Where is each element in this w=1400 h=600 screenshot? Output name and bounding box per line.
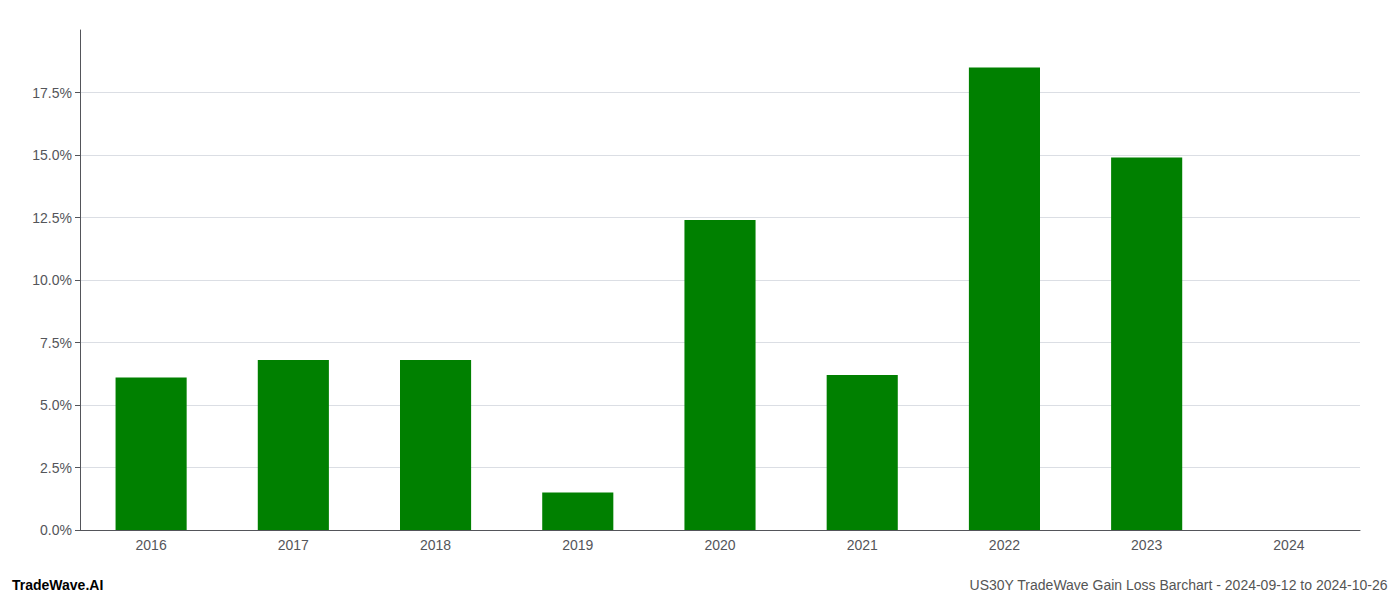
svg-text:7.5%: 7.5% bbox=[40, 335, 72, 351]
svg-text:2023: 2023 bbox=[1131, 537, 1162, 553]
svg-text:2019: 2019 bbox=[562, 537, 593, 553]
svg-text:2021: 2021 bbox=[847, 537, 878, 553]
svg-text:2024: 2024 bbox=[1273, 537, 1304, 553]
svg-text:2.5%: 2.5% bbox=[40, 460, 72, 476]
svg-text:17.5%: 17.5% bbox=[32, 85, 72, 101]
svg-text:2017: 2017 bbox=[278, 537, 309, 553]
svg-text:2016: 2016 bbox=[136, 537, 167, 553]
svg-text:12.5%: 12.5% bbox=[32, 210, 72, 226]
svg-text:15.0%: 15.0% bbox=[32, 147, 72, 163]
svg-text:TradeWave.AI: TradeWave.AI bbox=[12, 577, 103, 593]
svg-text:5.0%: 5.0% bbox=[40, 397, 72, 413]
svg-text:2018: 2018 bbox=[420, 537, 451, 553]
svg-text:2020: 2020 bbox=[704, 537, 735, 553]
svg-text:2022: 2022 bbox=[989, 537, 1020, 553]
svg-text:10.0%: 10.0% bbox=[32, 272, 72, 288]
svg-text:0.0%: 0.0% bbox=[40, 522, 72, 538]
svg-text:US30Y TradeWave Gain Loss Barc: US30Y TradeWave Gain Loss Barchart - 202… bbox=[970, 577, 1388, 593]
